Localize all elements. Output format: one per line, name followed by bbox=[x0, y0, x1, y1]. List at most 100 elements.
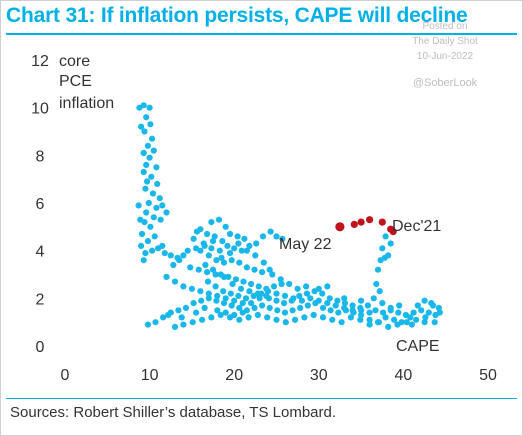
data-point bbox=[224, 242, 231, 249]
data-point bbox=[167, 252, 174, 259]
data-point bbox=[163, 209, 170, 216]
data-point bbox=[141, 128, 148, 135]
data-point bbox=[379, 300, 386, 307]
data-point bbox=[358, 297, 365, 304]
data-point bbox=[431, 319, 438, 326]
data-point bbox=[220, 273, 228, 280]
data-point bbox=[366, 309, 373, 316]
data-point bbox=[396, 302, 403, 309]
chart-title: Chart 31: If inflation persists, CAPE wi… bbox=[6, 4, 468, 27]
data-point bbox=[273, 297, 280, 304]
recent-data-point bbox=[335, 222, 345, 232]
data-point bbox=[222, 309, 229, 316]
recent-data-point bbox=[366, 216, 374, 224]
data-point bbox=[146, 104, 153, 111]
x-tick-label: 50 bbox=[479, 367, 497, 384]
data-point bbox=[324, 300, 331, 307]
data-point bbox=[255, 283, 262, 290]
data-point bbox=[251, 266, 258, 273]
data-point bbox=[422, 314, 429, 321]
data-point bbox=[298, 297, 305, 304]
data-point bbox=[245, 314, 252, 321]
y-tick-label: 6 bbox=[36, 196, 45, 213]
data-point bbox=[274, 307, 281, 314]
data-point bbox=[253, 240, 260, 247]
data-point bbox=[171, 278, 179, 285]
series-historical-points bbox=[135, 102, 443, 330]
data-point bbox=[246, 288, 253, 295]
y-tick-label: 4 bbox=[36, 244, 45, 261]
data-point bbox=[161, 250, 168, 257]
data-point bbox=[236, 259, 243, 266]
data-point bbox=[184, 247, 191, 254]
data-point bbox=[170, 261, 177, 269]
data-point bbox=[410, 309, 417, 316]
data-point bbox=[315, 297, 322, 304]
data-point bbox=[193, 309, 200, 316]
data-point bbox=[160, 314, 167, 321]
data-point bbox=[187, 264, 194, 271]
data-point bbox=[281, 292, 289, 299]
watermark-posted: Posted on bbox=[422, 21, 468, 32]
data-point bbox=[180, 321, 187, 328]
data-point bbox=[204, 230, 211, 238]
data-point bbox=[156, 195, 163, 202]
data-point bbox=[421, 319, 428, 326]
data-point bbox=[246, 242, 253, 249]
data-point bbox=[205, 295, 212, 302]
data-point bbox=[357, 316, 364, 323]
recent-data-point bbox=[389, 228, 397, 236]
data-point bbox=[238, 247, 245, 254]
data-point bbox=[140, 257, 147, 264]
data-point bbox=[326, 295, 333, 302]
data-point bbox=[143, 114, 150, 121]
data-point bbox=[231, 297, 238, 304]
data-point bbox=[259, 269, 266, 276]
x-axis-ticks: 0 10 20 30 40 50 bbox=[61, 367, 497, 384]
data-point bbox=[190, 235, 197, 242]
data-point bbox=[205, 290, 212, 297]
recent-data-point bbox=[350, 220, 358, 228]
annotation-may-22: May 22 bbox=[279, 236, 332, 253]
data-point bbox=[220, 300, 228, 307]
data-point bbox=[237, 285, 245, 292]
data-point bbox=[204, 278, 212, 285]
data-point bbox=[315, 285, 322, 292]
source-rule bbox=[6, 398, 517, 399]
data-point bbox=[182, 304, 190, 311]
data-point bbox=[144, 178, 151, 185]
data-point bbox=[278, 280, 285, 288]
title-rule bbox=[6, 33, 517, 35]
data-point bbox=[152, 319, 159, 326]
data-point bbox=[380, 309, 387, 316]
data-point bbox=[220, 288, 227, 295]
data-point bbox=[143, 161, 150, 168]
data-point bbox=[248, 280, 255, 288]
data-point bbox=[264, 288, 272, 295]
data-point bbox=[332, 302, 339, 309]
data-point bbox=[226, 250, 234, 257]
data-point bbox=[239, 300, 246, 307]
data-point bbox=[208, 219, 215, 226]
x-tick-label: 0 bbox=[61, 367, 70, 384]
data-point bbox=[429, 302, 437, 309]
data-point bbox=[215, 216, 223, 223]
data-point bbox=[150, 214, 157, 221]
data-point bbox=[279, 235, 286, 242]
data-point bbox=[418, 307, 425, 314]
data-point bbox=[436, 309, 443, 316]
data-point bbox=[213, 257, 220, 264]
data-point bbox=[240, 278, 247, 285]
data-point bbox=[146, 154, 153, 161]
data-point bbox=[153, 164, 160, 171]
data-point bbox=[208, 314, 215, 321]
data-point bbox=[435, 304, 442, 311]
y-tick-label: 12 bbox=[31, 53, 49, 70]
data-point bbox=[270, 283, 278, 290]
data-point bbox=[407, 314, 414, 321]
data-point bbox=[273, 290, 280, 297]
data-point bbox=[138, 242, 145, 249]
data-point bbox=[282, 319, 289, 326]
data-point bbox=[334, 297, 341, 304]
watermark-handle: @SoberLook bbox=[412, 77, 478, 89]
